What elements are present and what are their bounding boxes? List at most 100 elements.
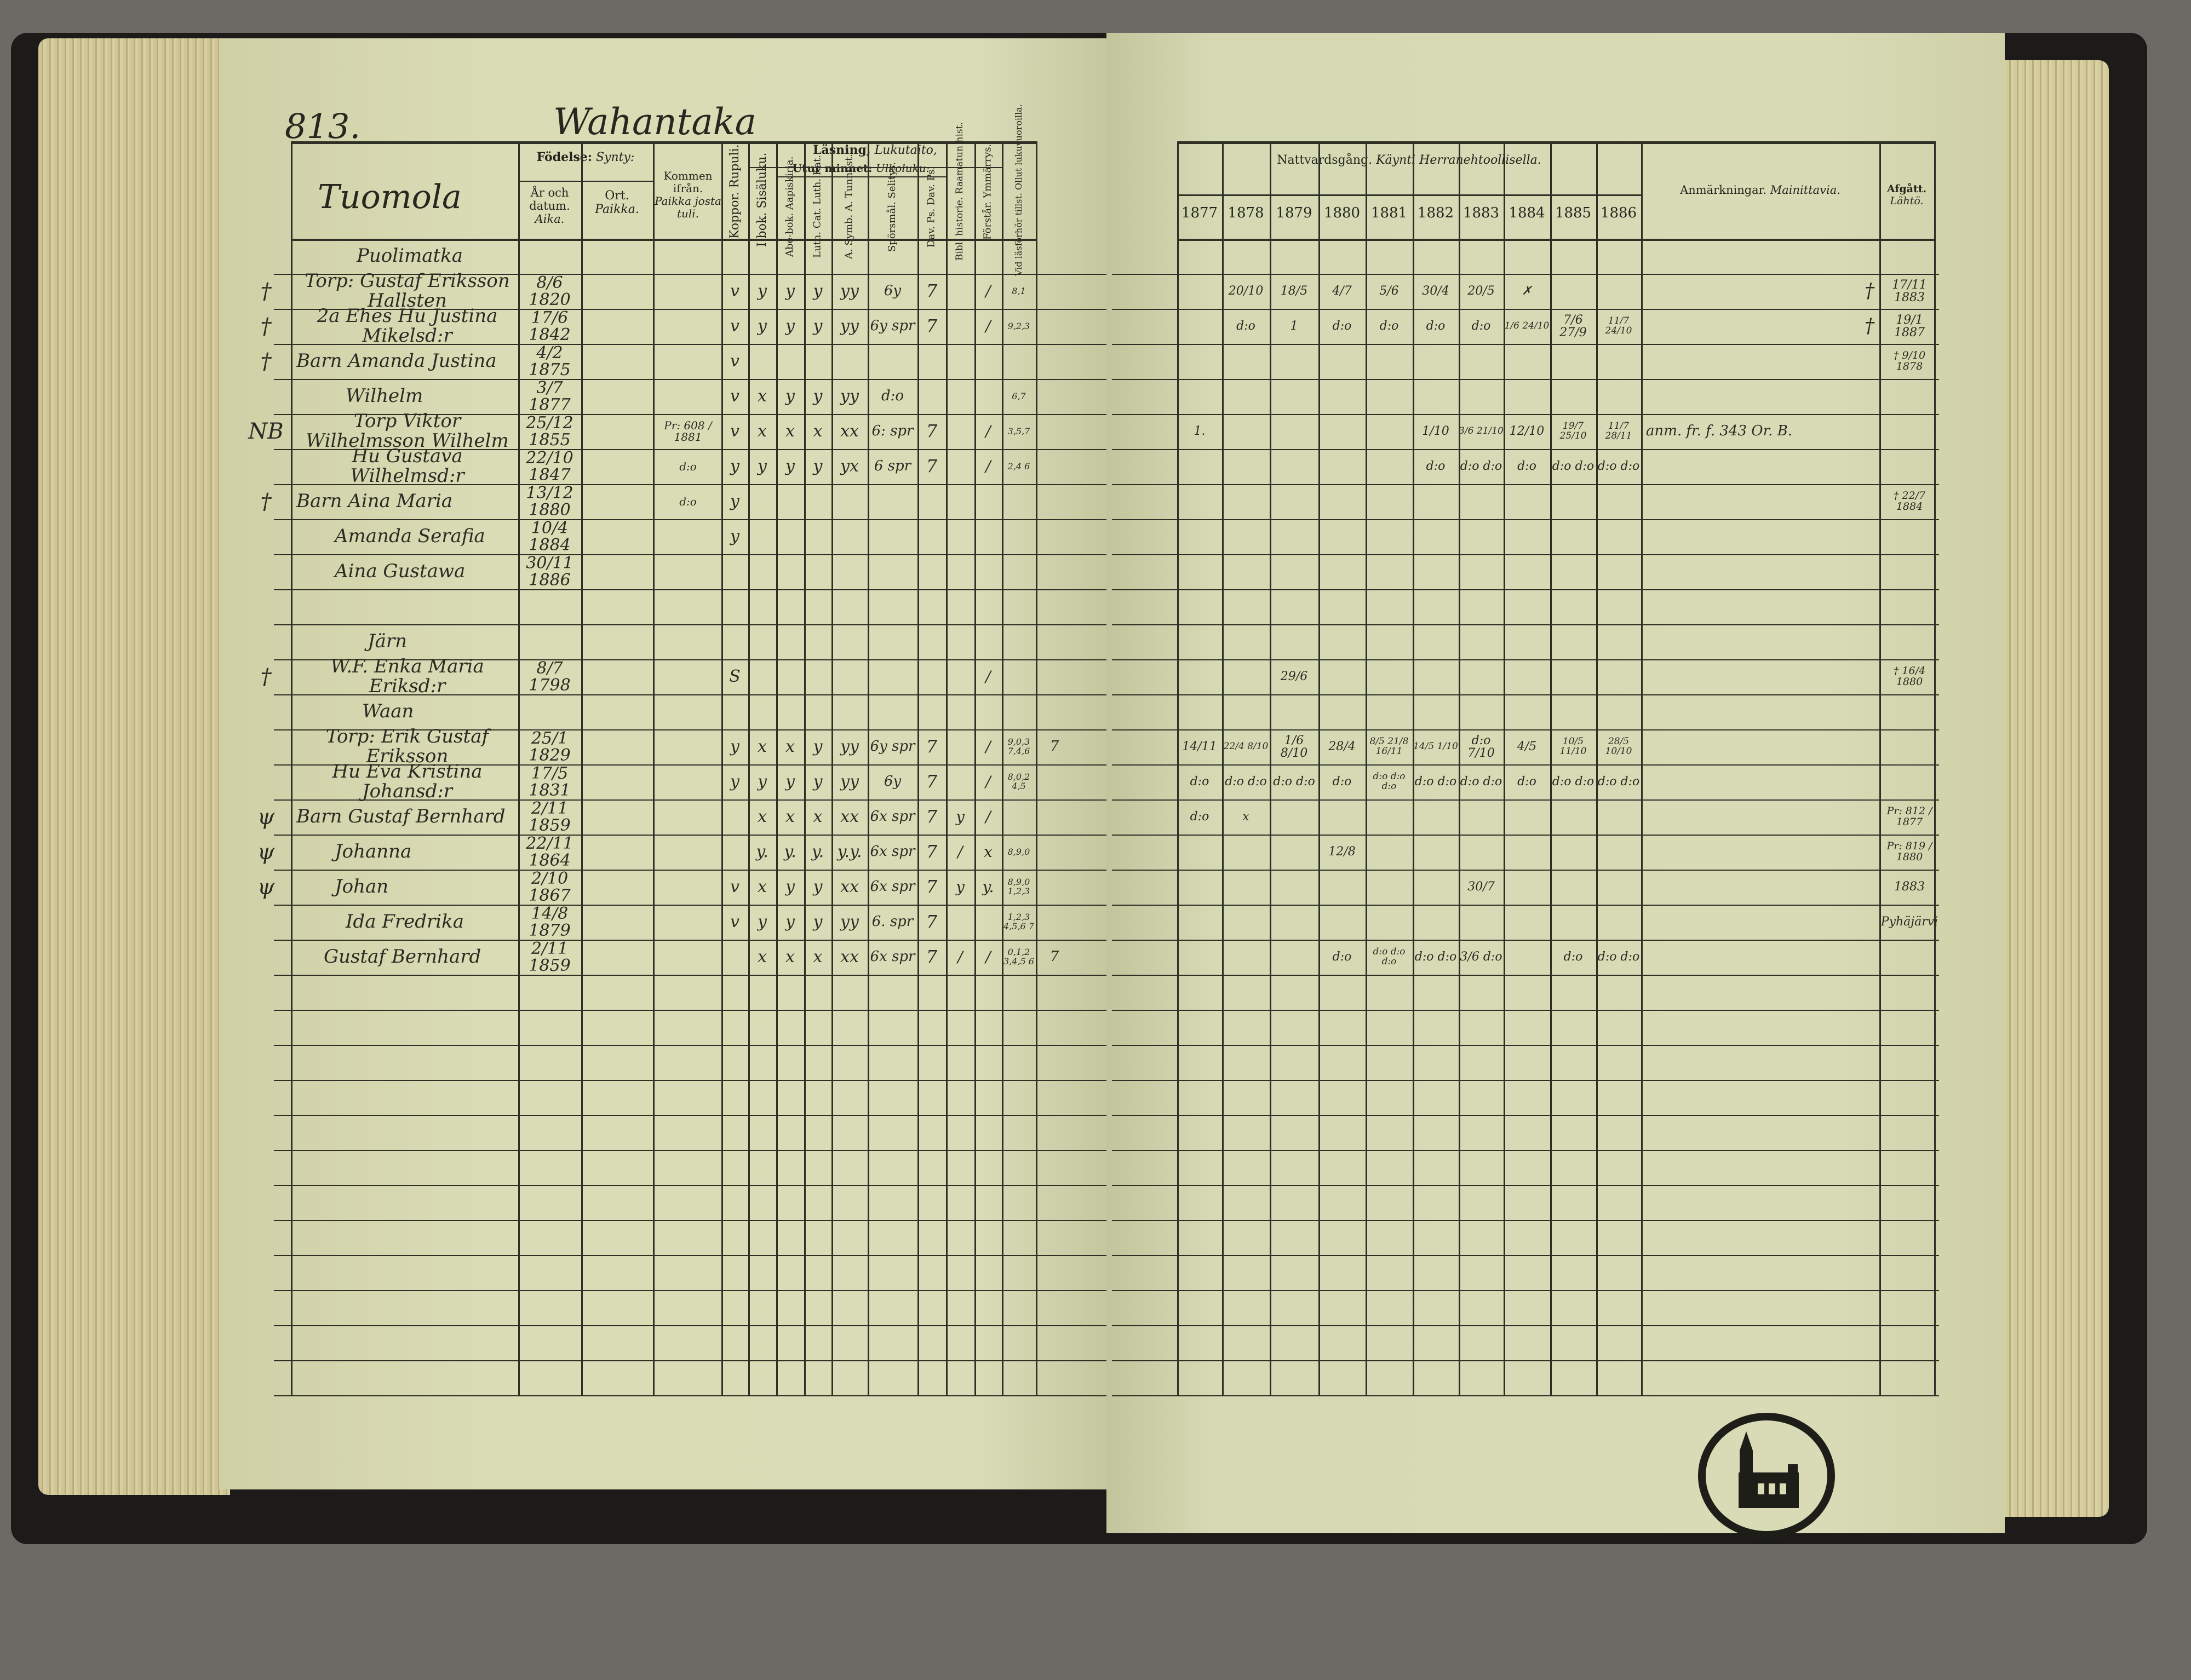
header-communion-sv: Nattvardsgång. — [1277, 153, 1373, 167]
row-rule — [1112, 309, 1939, 310]
row-rule — [1112, 905, 1939, 906]
column-rule — [946, 141, 948, 1395]
person-margin-mark: ψ — [257, 804, 275, 830]
header-place-sv: Ort. — [605, 189, 629, 203]
column-rule — [581, 141, 583, 1395]
communion-1886: d:o d:o — [1597, 950, 1640, 964]
header-year-date-sv: År och datum. — [529, 186, 570, 213]
person-understanding: / — [985, 808, 991, 826]
communion-1883: 30/7 — [1467, 880, 1495, 894]
person-symbols: y.y. — [837, 842, 862, 862]
row-rule — [1112, 764, 1939, 766]
column-rule — [1504, 141, 1505, 1395]
village-name: Wahantaka — [553, 101, 757, 143]
person-birth-date: 2/10 1867 — [529, 868, 571, 905]
person-smallpox: v — [730, 281, 739, 301]
communion-1877: d:o — [1190, 775, 1209, 789]
year-header-1882: 1882 — [1417, 205, 1454, 221]
person-symbols: xx — [840, 422, 859, 441]
person-symbols: yy — [840, 772, 859, 792]
row-rule — [1112, 835, 1939, 836]
farm-name: Tuomola — [318, 178, 462, 216]
row-rule — [274, 1395, 1106, 1396]
column-rule — [1879, 141, 1881, 1395]
person-smallpox: v — [730, 912, 739, 932]
communion-1880: 12/8 — [1328, 845, 1356, 859]
departed-entry: † 9/10 1878 — [1893, 349, 1926, 372]
communion-1880: d:o — [1332, 950, 1352, 964]
person-exam-record: 8,9,0 1,2,3 — [1007, 877, 1030, 896]
row-rule — [274, 379, 1106, 380]
memory-rule — [776, 176, 946, 177]
communion-1878: 20/10 — [1228, 284, 1264, 298]
person-symbols: xx — [840, 877, 859, 897]
person-name: Puolimatka — [357, 245, 463, 267]
person-questions: 6y — [884, 283, 902, 300]
person-abc-book: x — [785, 737, 795, 757]
departed-entry: 19/1 1887 — [1894, 313, 1925, 340]
person-name: Aina Gustawa — [335, 560, 466, 583]
year-header-1884: 1884 — [1509, 205, 1545, 221]
communion-1881: d:o d:o d:o — [1373, 771, 1406, 792]
person-name: Torp: Gustaf Eriksson Hallsten — [305, 270, 510, 312]
header-top-rule — [291, 141, 1036, 144]
person-psalms: 7 — [926, 911, 938, 933]
person-psalms: 7 — [926, 841, 938, 862]
person-birth-date: 22/11 1864 — [526, 833, 573, 870]
person-smallpox: y — [730, 737, 739, 757]
person-smallpox: S — [729, 667, 741, 687]
communion-1885: d:o d:o — [1552, 775, 1595, 789]
header-reading-fi: Lukutaito, — [874, 143, 937, 157]
communion-1882: d:o — [1426, 319, 1446, 333]
person-birth-date: 8/7 1798 — [529, 658, 571, 695]
row-rule — [1112, 870, 1939, 871]
communion-1882: 1/10 — [1422, 424, 1449, 439]
row-rule — [274, 344, 1106, 345]
year-header-1878: 1878 — [1228, 205, 1264, 221]
communion-1885: d:o — [1563, 950, 1583, 964]
person-catechism: x — [813, 807, 823, 827]
header-top-rule — [1177, 141, 1934, 144]
person-exam-record: 8,9,0 — [1007, 846, 1030, 857]
person-catechism: x — [813, 947, 823, 967]
header-year-date: År och datum. Aika. — [518, 186, 581, 226]
column-rule — [518, 141, 520, 1395]
person-abc-book: y. — [784, 842, 796, 862]
header-catechism: Luth. Cat. Luth. Kat. — [811, 155, 823, 258]
person-catechism: y — [813, 387, 823, 406]
person-book-reading: x — [758, 737, 767, 757]
person-book-reading: x — [758, 877, 767, 897]
person-questions: 6y — [884, 773, 902, 790]
column-rule — [1413, 141, 1414, 1395]
person-symbols: yy — [840, 912, 859, 932]
column-rule — [653, 141, 655, 1395]
communion-1878: x — [1242, 810, 1249, 824]
row-rule — [274, 589, 1106, 590]
header-questions: Spörsmål. Selitys. — [886, 162, 898, 252]
column-rule — [974, 141, 976, 1395]
row-rule — [274, 484, 1106, 485]
person-exam-record: 9,0,3 7,4,6 — [1007, 737, 1030, 756]
person-understanding: / — [985, 668, 991, 686]
header-communion: Nattvardsgång. Käynti Herranehtoollisell… — [1177, 153, 1641, 167]
row-rule — [274, 729, 1106, 730]
row-rule — [1112, 1115, 1939, 1116]
row-rule — [1112, 589, 1939, 590]
person-exam-record: 3,5,7 — [1007, 425, 1030, 436]
person-name: Hu Eva Kristina Johansd:r — [332, 761, 483, 802]
departed-entry: 17/11 1883 — [1892, 278, 1927, 304]
row-rule — [274, 1290, 1106, 1291]
communion-1885: 19/7 25/10 — [1559, 421, 1587, 441]
person-birth-date: 13/12 1880 — [526, 483, 573, 520]
person-exam-extra: 7 — [1049, 738, 1059, 755]
row-rule — [1112, 694, 1939, 695]
person-psalms: 7 — [926, 421, 938, 442]
year-header-1885: 1885 — [1555, 205, 1592, 221]
person-name: Järn — [368, 630, 408, 653]
person-questions: 6 spr — [874, 458, 911, 475]
column-rule — [1002, 141, 1003, 1395]
person-margin-mark: † — [260, 664, 272, 689]
column-rule — [1459, 141, 1460, 1395]
row-rule — [274, 659, 1106, 660]
header-symbols: A. Symb. A. Tunnust. — [843, 154, 855, 260]
